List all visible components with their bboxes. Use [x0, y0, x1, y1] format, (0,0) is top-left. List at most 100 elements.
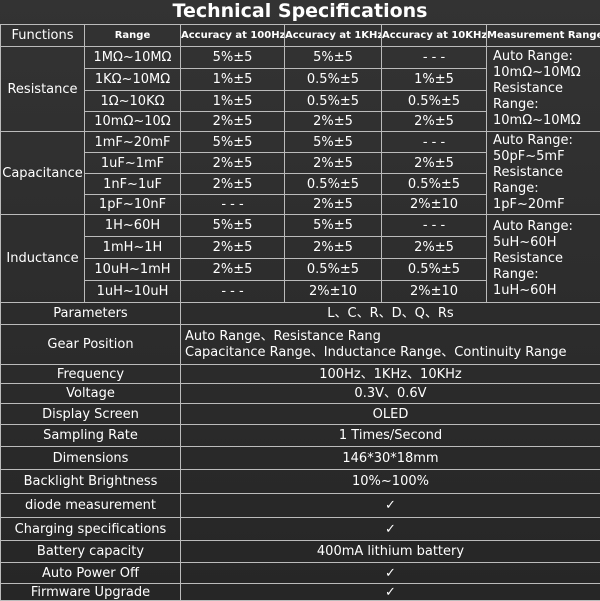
text-line: Resistance [493, 165, 600, 181]
value-cell: 2%±5 [285, 237, 382, 259]
value-cell: 1%±5 [181, 69, 285, 91]
value-cell: 1nF~1uF [85, 174, 181, 195]
value-cell: 1uH~10uH [85, 281, 181, 303]
text-line: L、C、R、D、Q、Rs [181, 306, 600, 321]
value-cell: 1MΩ~10MΩ [85, 47, 181, 69]
text-line: Range: [493, 97, 600, 113]
spec-row: Charging specifications✓ [1, 518, 600, 541]
text-line: Auto Range: [493, 219, 600, 235]
value-cell: - - - [382, 215, 487, 237]
text-line: 146*30*18mm [181, 451, 600, 466]
text-line: 10mΩ~10MΩ [493, 113, 600, 129]
value-cell: 5%±5 [285, 47, 382, 69]
value-cell: 10mΩ~10Ω [85, 112, 181, 132]
text-line: 100Hz、1KHz、10KHz [181, 367, 600, 382]
spec-label: diode measurement [1, 494, 181, 518]
value-cell: - - - [382, 47, 487, 69]
value-cell: 1%±5 [181, 91, 285, 112]
text-line: 10%~100% [181, 474, 600, 489]
spec-label: Parameters [1, 303, 181, 325]
function-cell: Inductance [1, 215, 85, 303]
value-cell: 2%±10 [285, 281, 382, 303]
text-line: Capacitance Range、Inductance Range、Conti… [185, 345, 600, 361]
value-cell: 0.5%±5 [382, 259, 487, 281]
spec-value: ✓ [181, 518, 600, 541]
text-line: 50pF~5mF [493, 149, 600, 165]
header-cell: Functions [1, 25, 85, 47]
spec-value: 1 Times/Second [181, 425, 600, 447]
spec-row: diode measurement✓ [1, 494, 600, 518]
value-cell: 0.5%±5 [285, 69, 382, 91]
value-cell: - - - [181, 195, 285, 215]
value-cell: 5%±5 [181, 47, 285, 69]
value-cell: 2%±5 [382, 237, 487, 259]
header-cell: Measurement Range [487, 25, 600, 47]
header-cell: Accuracy at 10KHz [382, 25, 487, 47]
text-line: 0.3V、0.6V [181, 386, 600, 401]
value-cell: 1pF~10nF [85, 195, 181, 215]
text-line: 5uH~60H [493, 235, 600, 251]
value-cell: 5%±5 [181, 215, 285, 237]
header-cell: Accuracy at 100Hz [181, 25, 285, 47]
spec-label: Charging specifications [1, 518, 181, 541]
value-cell: - - - [382, 132, 487, 153]
text-line: 10mΩ~10MΩ [493, 65, 600, 81]
spec-value: 400mA lithium battery [181, 541, 600, 563]
spec-label: Sampling Rate [1, 425, 181, 447]
spec-value: 100Hz、1KHz、10KHz [181, 365, 600, 384]
value-cell: 2%±10 [382, 195, 487, 215]
value-cell: - - - [181, 281, 285, 303]
spec-value: ✓ [181, 584, 600, 601]
text-line: ✓ [181, 566, 600, 581]
value-cell: 1Ω~10KΩ [85, 91, 181, 112]
spec-row: Firmware Upgrade✓ [1, 584, 600, 601]
text-line: ✓ [181, 498, 600, 513]
value-cell: 10uH~1mH [85, 259, 181, 281]
text-line: Range: [493, 181, 600, 197]
value-cell: 0.5%±5 [285, 174, 382, 195]
text-line: 1pF~20mF [493, 197, 600, 213]
value-cell: 2%±5 [181, 237, 285, 259]
value-cell: 5%±5 [285, 215, 382, 237]
spec-label: Gear Position [1, 325, 181, 365]
spec-label: Display Screen [1, 404, 181, 425]
spec-value: 0.3V、0.6V [181, 384, 600, 404]
value-cell: 1KΩ~10MΩ [85, 69, 181, 91]
text-line: Resistance [493, 81, 600, 97]
value-cell: 2%±5 [285, 153, 382, 174]
spec-value: 10%~100% [181, 470, 600, 494]
value-cell: 1%±5 [382, 69, 487, 91]
value-cell: 0.5%±5 [285, 91, 382, 112]
spec-label: Battery capacity [1, 541, 181, 563]
text-line: OLED [181, 407, 600, 422]
text-line: Auto Range、Resistance Rang [185, 329, 600, 345]
value-cell: 0.5%±5 [285, 259, 382, 281]
value-cell: 0.5%±5 [382, 91, 487, 112]
value-cell: 5%±5 [285, 132, 382, 153]
value-cell: 5%±5 [181, 132, 285, 153]
spec-label: Auto Power Off [1, 563, 181, 584]
value-cell: 2%±5 [181, 153, 285, 174]
text-line: ✓ [181, 585, 600, 600]
spec-label: Firmware Upgrade [1, 584, 181, 601]
spec-value: ✓ [181, 494, 600, 518]
text-line: ✓ [181, 522, 600, 537]
value-cell: 2%±5 [382, 153, 487, 174]
spec-label: Voltage [1, 384, 181, 404]
spec-label: Dimensions [1, 447, 181, 470]
text-line: 1uH~60H [493, 283, 600, 299]
function-cell: Resistance [1, 47, 85, 132]
value-cell: 1H~60H [85, 215, 181, 237]
